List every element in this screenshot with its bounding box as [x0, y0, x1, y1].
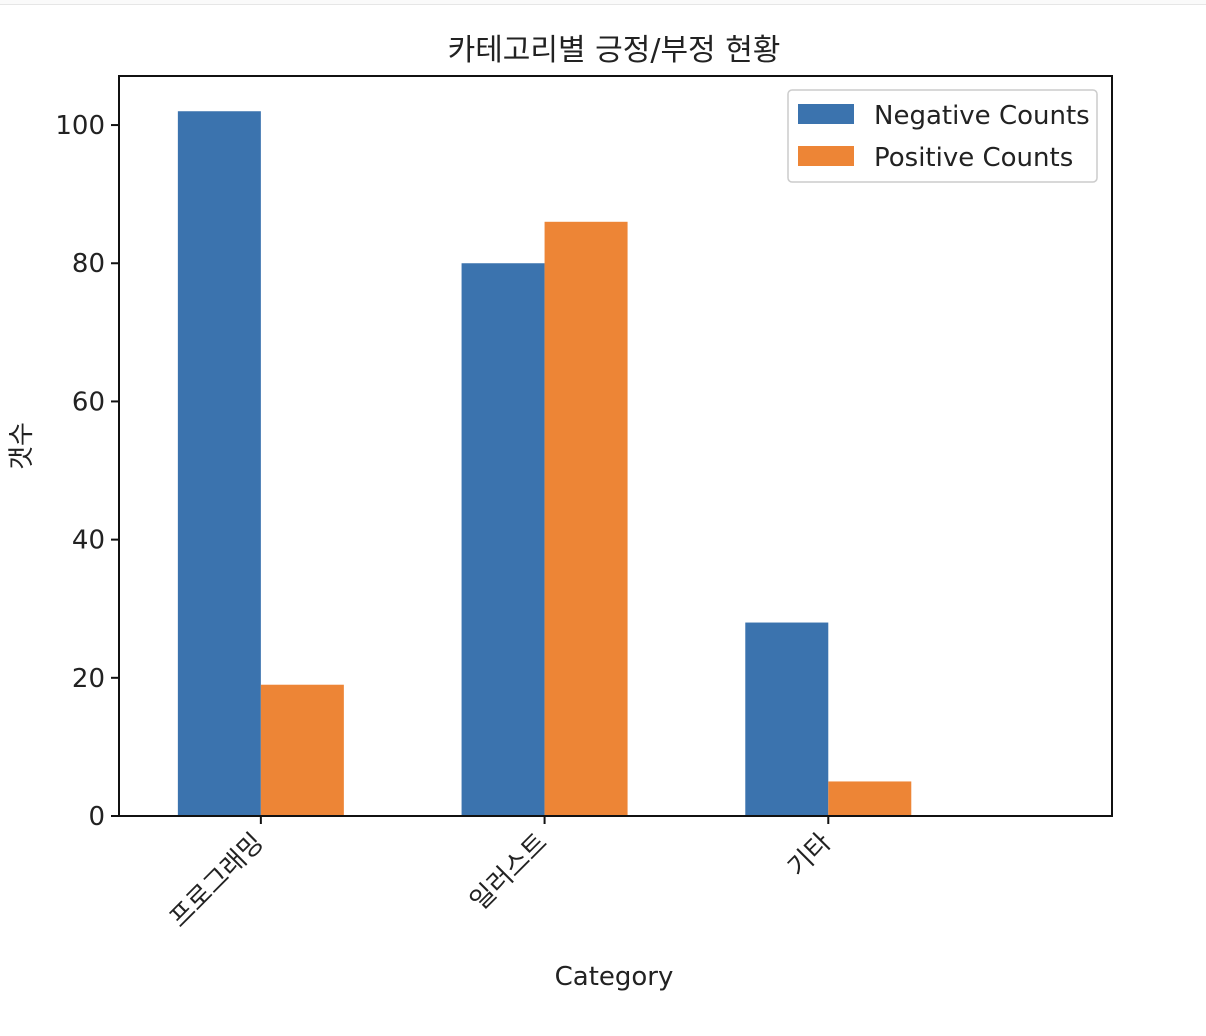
x-axis: 프로그래밍 일러스트 기타: [164, 816, 837, 934]
legend-swatch-negative: [798, 104, 854, 124]
legend-swatch-positive: [798, 146, 854, 166]
y-axis: 0 20 40 60 80 100: [55, 111, 119, 832]
y-tick-label: 0: [88, 802, 105, 832]
y-tick-label: 60: [72, 387, 105, 417]
top-strip: [0, 0, 1206, 5]
bars-group: [177, 111, 912, 816]
x-axis-label: Category: [555, 962, 674, 992]
legend-label-positive: Positive Counts: [874, 143, 1073, 173]
y-tick-label: 40: [72, 526, 105, 556]
x-tick-label: 프로그래밍: [164, 828, 270, 934]
y-tick-label: 100: [55, 111, 105, 141]
legend-box: [787, 89, 1098, 183]
y-tick-label: 20: [72, 664, 105, 694]
x-tick-label: 일러스트: [465, 828, 554, 917]
bar-negative-2: [745, 622, 829, 816]
bar-positive-2: [828, 781, 912, 816]
plot-frame: [118, 75, 1113, 817]
bar-positive-1: [544, 221, 628, 816]
bar-positive-0: [260, 684, 344, 816]
legend-label-negative: Negative Counts: [874, 101, 1090, 131]
y-tick-label: 80: [72, 249, 105, 279]
bar-negative-1: [461, 263, 545, 816]
chart-title: 카테고리별 긍정/부정 현황: [448, 33, 781, 68]
bar-negative-0: [177, 111, 261, 816]
y-axis-label: 갯수: [7, 422, 37, 470]
x-tick-label: 기타: [782, 828, 837, 883]
legend: Negative Counts Positive Counts: [787, 89, 1098, 183]
